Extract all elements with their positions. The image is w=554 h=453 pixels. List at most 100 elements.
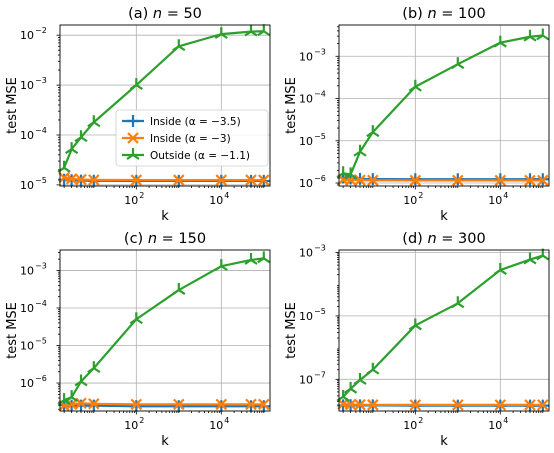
y-tick-label: 10 — [20, 264, 34, 277]
x-tick-label-exponent: 2 — [139, 191, 144, 200]
data-point-marker — [74, 130, 88, 143]
data-point-marker — [257, 400, 270, 413]
data-point-marker — [257, 251, 271, 264]
data-point-marker — [215, 398, 228, 411]
y-tick-label-exponent: −4 — [35, 299, 47, 308]
panel-title-prefix: (c) — [124, 231, 143, 247]
y-tick-label: 10 — [299, 135, 313, 148]
data-point-marker — [129, 78, 143, 91]
data-point-marker — [336, 389, 350, 402]
data-point-marker — [493, 35, 507, 48]
data-point-marker — [173, 174, 185, 186]
data-point-marker — [214, 259, 228, 272]
legend-entry-label: Outside (α = −1.1) — [150, 150, 250, 162]
panel-title: (a) n = 50 — [128, 6, 202, 22]
data-point-marker — [452, 174, 464, 187]
data-point-marker — [87, 399, 100, 412]
y-tick-label: 10 — [20, 179, 34, 192]
y-axis-label: test MSE — [5, 77, 20, 134]
y-tick-label-exponent: −6 — [314, 174, 326, 183]
y-tick-label-exponent: −6 — [35, 374, 47, 383]
y-tick-label: 10 — [20, 302, 34, 315]
x-tick-label: 10 — [488, 419, 502, 432]
data-point-marker — [343, 167, 358, 180]
data-point-marker — [172, 400, 185, 413]
panel-title-value: = 300 — [441, 231, 485, 247]
data-point-marker — [451, 296, 465, 309]
data-point-marker — [130, 400, 143, 413]
x-tick-label: 10 — [124, 419, 138, 432]
y-tick-label: 10 — [20, 340, 34, 353]
panel-title: (d) n = 300 — [402, 231, 485, 247]
panel-title-variable: n — [148, 231, 157, 247]
panel-title: (c) n = 150 — [124, 231, 206, 247]
data-point-marker — [75, 173, 87, 186]
y-tick-label: 10 — [299, 93, 313, 106]
series-2 — [58, 397, 270, 412]
legend-swatch-marker — [127, 132, 139, 144]
legend-swatch-marker — [126, 148, 140, 160]
series-3 — [336, 28, 550, 180]
data-point-marker — [88, 174, 100, 186]
x-axis-label: k — [161, 209, 169, 224]
data-point-marker — [74, 374, 88, 387]
data-point-marker — [367, 174, 379, 187]
y-tick-label: 10 — [299, 247, 313, 260]
data-point-marker — [75, 397, 87, 410]
y-tick-label: 10 — [20, 29, 34, 42]
legend-entry-label: Inside (α = −3) — [150, 133, 231, 145]
data-point-marker — [452, 399, 464, 411]
y-tick-label-exponent: −3 — [314, 244, 326, 253]
data-point-marker — [366, 362, 380, 375]
axes-frame — [59, 249, 271, 412]
series-3 — [336, 248, 550, 402]
data-point-marker — [87, 115, 101, 128]
data-point-marker — [409, 399, 422, 411]
data-point-marker — [130, 174, 143, 186]
legend-entry-label: Inside (α = −3.5) — [150, 116, 241, 128]
y-tick-label: 10 — [299, 310, 313, 323]
x-tick-label: 10 — [488, 194, 502, 207]
data-point-marker — [65, 173, 78, 185]
y-tick-label-exponent: −4 — [314, 90, 326, 99]
data-point-marker — [88, 398, 100, 410]
panel-title-value: = 50 — [167, 6, 202, 22]
y-tick-label-exponent: −7 — [314, 370, 326, 379]
y-tick-label-exponent: −2 — [35, 26, 47, 35]
y-tick-label: 10 — [20, 129, 34, 142]
data-point-marker — [408, 318, 422, 331]
data-point-marker — [129, 312, 143, 325]
axes-frame — [338, 249, 550, 412]
y-tick-label-exponent: −5 — [314, 132, 326, 141]
data-point-marker — [75, 399, 88, 412]
x-axis-label: k — [440, 209, 448, 224]
x-tick-label-exponent: 4 — [503, 191, 508, 200]
panel-title-value: = 150 — [162, 231, 206, 247]
data-point-marker — [130, 398, 143, 411]
data-point-marker — [215, 400, 228, 413]
x-tick-label: 10 — [403, 194, 417, 207]
panel-title-variable: n — [427, 231, 436, 247]
y-tick-label-exponent: −3 — [314, 47, 326, 56]
series-line — [342, 254, 544, 398]
data-point-marker — [258, 174, 270, 186]
data-point-marker — [353, 373, 367, 385]
data-point-marker — [245, 398, 257, 411]
axes-frame — [59, 24, 271, 187]
y-tick-label-exponent: −3 — [35, 261, 47, 270]
data-point-marker — [524, 399, 536, 411]
data-point-marker — [354, 174, 366, 186]
data-point-marker — [244, 400, 257, 413]
x-tick-label: 10 — [209, 194, 223, 207]
axes-frame — [338, 24, 550, 187]
y-tick-label: 10 — [20, 79, 34, 92]
data-point-marker — [493, 263, 507, 275]
data-point-marker — [353, 144, 367, 157]
data-point-marker — [172, 39, 186, 52]
data-point-marker — [244, 252, 258, 265]
panel-title: (b) n = 100 — [402, 6, 485, 22]
y-tick-label-exponent: −5 — [35, 337, 47, 346]
